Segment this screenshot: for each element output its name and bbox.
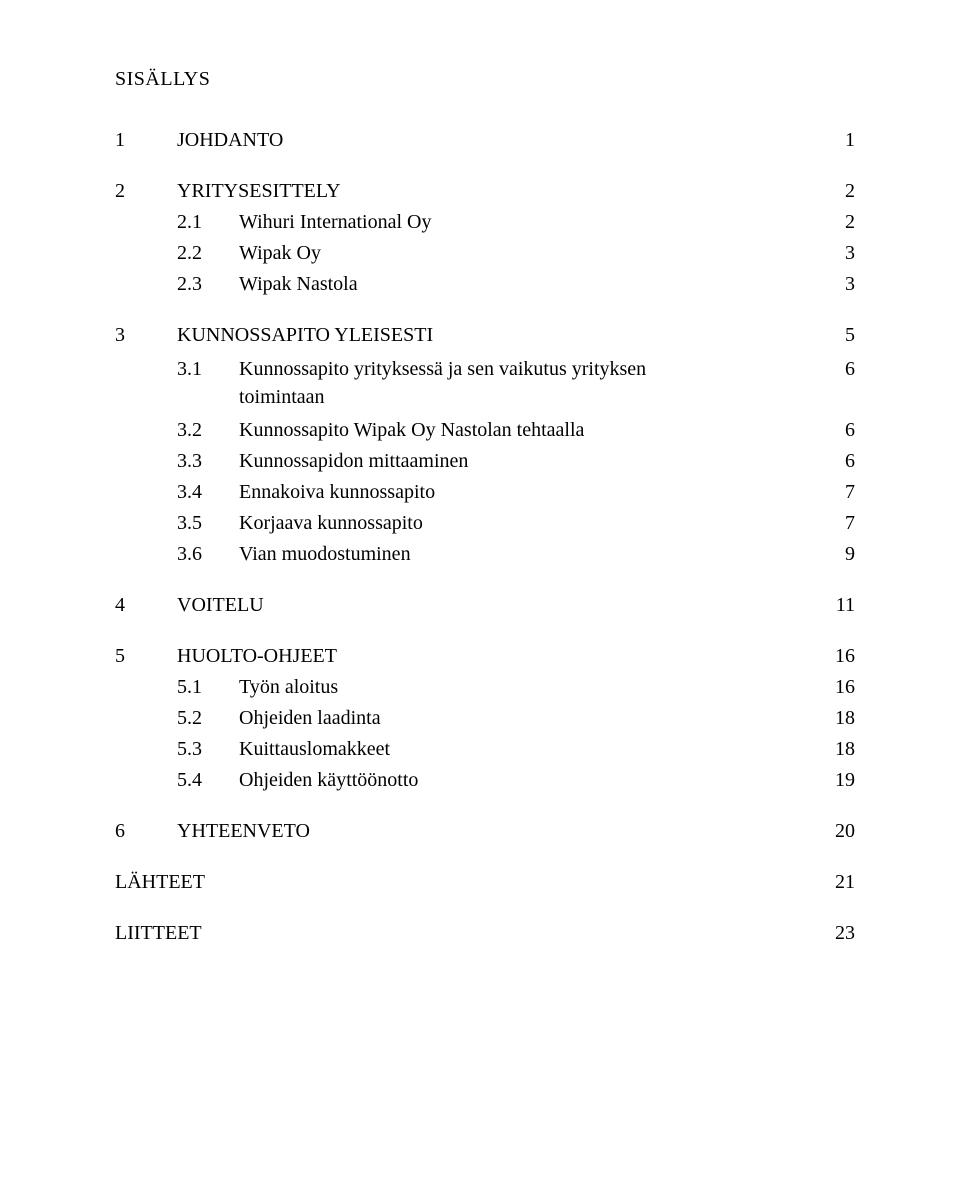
toc-entry-page: 9 (825, 543, 855, 566)
toc-entry-page: 18 (825, 738, 855, 761)
toc-entry-page: 6 (825, 419, 855, 442)
toc-entry-page: 2 (825, 211, 855, 234)
toc-entry-page: 7 (825, 512, 855, 535)
toc-entry-label-line: toimintaan (239, 383, 825, 411)
toc-entry-number: 2 (115, 180, 177, 203)
toc-entry-label: Wihuri International Oy (239, 211, 825, 234)
toc-entry-page: 6 (825, 450, 855, 473)
toc-entry: 1JOHDANTO1 (115, 129, 855, 152)
toc-entry: 3.2Kunnossapito Wipak Oy Nastolan tehtaa… (177, 419, 855, 442)
toc-entry: 2.1Wihuri International Oy2 (177, 211, 855, 234)
toc-entry-label: LIITTEET (115, 922, 825, 945)
toc-entry: 2.2Wipak Oy3 (177, 242, 855, 265)
toc-entry: 3KUNNOSSAPITO YLEISESTI5 (115, 324, 855, 347)
toc-entry-number: 3.2 (177, 419, 239, 442)
toc-entry-label: Wipak Oy (239, 242, 825, 265)
toc-entry-label: Ohjeiden käyttöönotto (239, 769, 825, 792)
toc-entry-page: 23 (825, 922, 855, 945)
toc-entry: 3.3Kunnossapidon mittaaminen6 (177, 450, 855, 473)
toc-entry-number: 6 (115, 820, 177, 843)
toc-entry-page: 3 (825, 242, 855, 265)
toc-entry: 5.4Ohjeiden käyttöönotto19 (177, 769, 855, 792)
toc-entry-page: 11 (825, 594, 855, 617)
toc-entry-page: 19 (825, 769, 855, 792)
toc-entry-label-line: Kunnossapito yrityksessä ja sen vaikutus… (239, 355, 825, 383)
toc-entry: 4VOITELU11 (115, 594, 855, 617)
toc-entry-page: 1 (825, 129, 855, 152)
toc-entry-number: 4 (115, 594, 177, 617)
toc-entry-page: 3 (825, 273, 855, 296)
toc-title: SISÄLLYS (115, 68, 855, 91)
toc-entry-page: 20 (825, 820, 855, 843)
toc-entry-number: 3.5 (177, 512, 239, 535)
toc-entry-number: 2.1 (177, 211, 239, 234)
toc-entry-page: 5 (825, 324, 855, 347)
toc-entry: 5.1Työn aloitus16 (177, 676, 855, 699)
toc-entry: 6YHTEENVETO20 (115, 820, 855, 843)
toc-entry-label: Ennakoiva kunnossapito (239, 481, 825, 504)
toc-body: 1JOHDANTO12YRITYSESITTELY22.1Wihuri Inte… (115, 129, 855, 945)
toc-entry-number: 1 (115, 129, 177, 152)
toc-entry-label: Kuittauslomakkeet (239, 738, 825, 761)
toc-entry-label: Vian muodostuminen (239, 543, 825, 566)
toc-entry-number: 5.4 (177, 769, 239, 792)
toc-entry-number: 3.3 (177, 450, 239, 473)
toc-entry: 5.3Kuittauslomakkeet18 (177, 738, 855, 761)
toc-entry-number: 5.2 (177, 707, 239, 730)
toc-entry-page: 7 (825, 481, 855, 504)
toc-entry-number: 3 (115, 324, 177, 347)
toc-entry-page: 16 (825, 645, 855, 668)
toc-entry-label: Kunnossapidon mittaaminen (239, 450, 825, 473)
toc-entry-number: 2.3 (177, 273, 239, 296)
toc-entry: 2.3Wipak Nastola3 (177, 273, 855, 296)
toc-entry-label: Ohjeiden laadinta (239, 707, 825, 730)
toc-entry: 3.5Korjaava kunnossapito7 (177, 512, 855, 535)
toc-entry-page: 21 (825, 871, 855, 894)
toc-entry-number: 3.4 (177, 481, 239, 504)
toc-entry: 3.4Ennakoiva kunnossapito7 (177, 481, 855, 504)
toc-entry-label: VOITELU (177, 594, 825, 617)
toc-entry-label: YRITYSESITTELY (177, 180, 825, 203)
toc-entry-label: KUNNOSSAPITO YLEISESTI (177, 324, 825, 347)
toc-entry-page: 18 (825, 707, 855, 730)
toc-entry: 5HUOLTO-OHJEET16 (115, 645, 855, 668)
toc-entry-page: 2 (825, 180, 855, 203)
toc-entry-label: LÄHTEET (115, 871, 825, 894)
toc-entry-number: 3.1 (177, 358, 239, 381)
toc-entry-label: YHTEENVETO (177, 820, 825, 843)
toc-entry-label: Kunnossapito yrityksessä ja sen vaikutus… (239, 355, 825, 411)
toc-entry-label: HUOLTO-OHJEET (177, 645, 825, 668)
toc-entry: LIITTEET23 (115, 922, 855, 945)
toc-entry-number: 5.1 (177, 676, 239, 699)
toc-entry-number: 5 (115, 645, 177, 668)
toc-entry-label: JOHDANTO (177, 129, 825, 152)
toc-entry-label: Työn aloitus (239, 676, 825, 699)
toc-entry-number: 5.3 (177, 738, 239, 761)
toc-entry-number: 2.2 (177, 242, 239, 265)
toc-entry: LÄHTEET21 (115, 871, 855, 894)
toc-entry-label: Kunnossapito Wipak Oy Nastolan tehtaalla (239, 419, 825, 442)
toc-entry-page: 6 (825, 358, 855, 381)
toc-entry: 5.2Ohjeiden laadinta18 (177, 707, 855, 730)
toc-entry-label: Wipak Nastola (239, 273, 825, 296)
toc-entry-label: Korjaava kunnossapito (239, 512, 825, 535)
toc-entry-page: 16 (825, 676, 855, 699)
toc-entry: 2YRITYSESITTELY2 (115, 180, 855, 203)
toc-entry-number: 3.6 (177, 543, 239, 566)
toc-entry: 3.6Vian muodostuminen9 (177, 543, 855, 566)
toc-entry: 3.1Kunnossapito yrityksessä ja sen vaiku… (177, 355, 855, 411)
